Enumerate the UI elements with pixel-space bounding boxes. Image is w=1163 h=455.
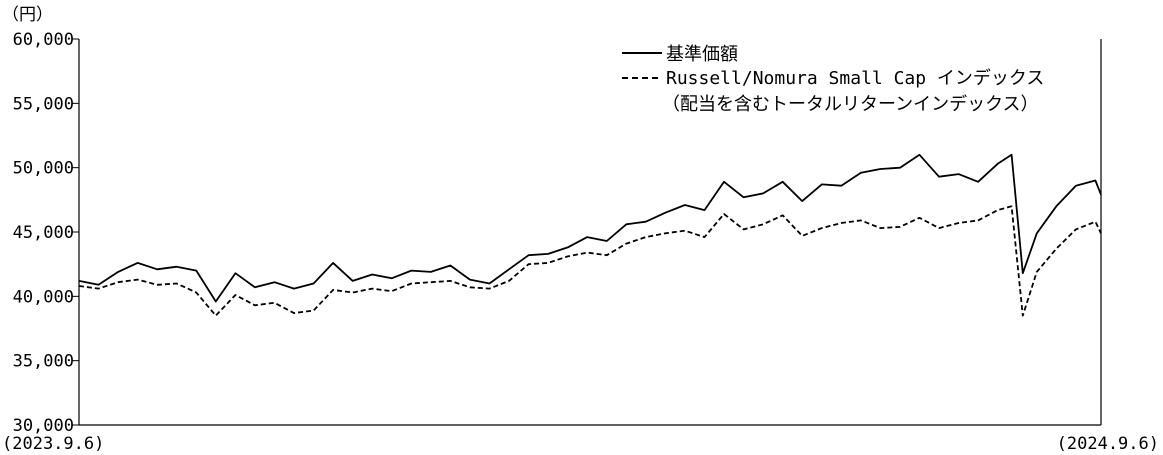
series-line-1 <box>78 205 1102 317</box>
y-tick-label: 35,000 <box>13 352 74 372</box>
y-tick-label: 30,000 <box>13 416 74 436</box>
y-axis: 60,000 55,000 50,000 45,000 40,000 35,000 30,0… <box>13 30 79 436</box>
y-tick-label: 60,000 <box>13 30 74 50</box>
legend: 基準価額 Russell/Nomura Small Cap インデックス （配当… <box>622 44 1044 115</box>
series-layer <box>78 153 1102 317</box>
y-tick-label: 45,000 <box>13 223 74 243</box>
y-tick-label: 40,000 <box>13 287 74 307</box>
legend-label-series-0: 基準価額 <box>666 44 738 65</box>
y-axis-unit-label: （円） <box>2 5 53 25</box>
series-line-0 <box>78 153 1102 303</box>
x-axis-end-label: (2024.9.6) <box>1057 434 1159 454</box>
y-tick-label: 50,000 <box>13 159 74 179</box>
y-tick-label: 55,000 <box>13 94 74 114</box>
legend-note: （配当を含むトータルリターンインデックス） <box>662 94 1039 115</box>
legend-label-series-1: Russell/Nomura Small Cap インデックス <box>666 68 1044 89</box>
x-axis-start-label: (2023.9.6) <box>2 434 104 454</box>
